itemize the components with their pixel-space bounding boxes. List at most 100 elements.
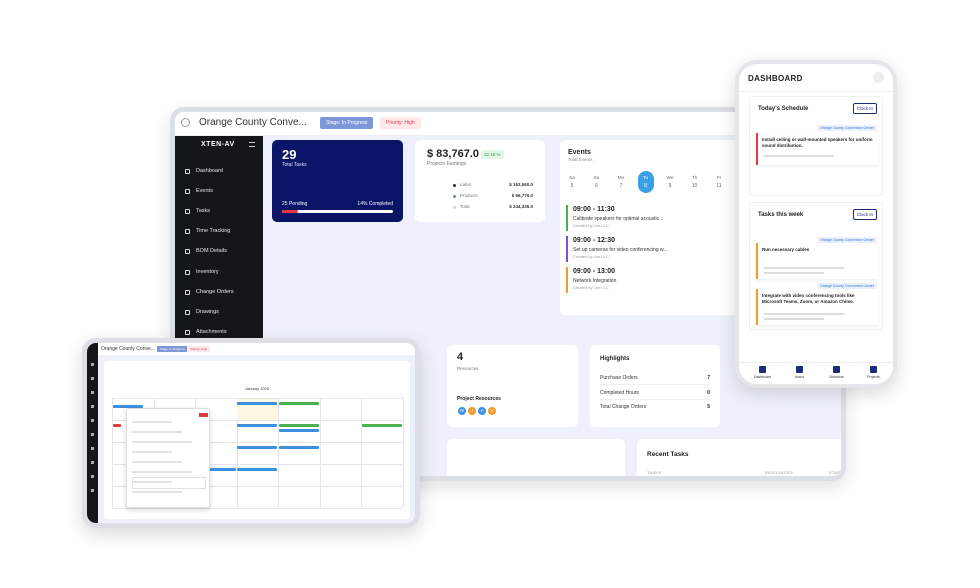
status-card: NewIn progressCompleted [447,439,625,476]
task-count: 29 [282,147,297,162]
task-item: Install ceiling or wall-mounted speakers… [756,133,878,165]
placeholder [764,313,844,315]
clock-in[interactable]: Clock In [852,209,877,220]
day-name: Su [593,175,600,180]
event-bar [279,429,319,432]
events-title: Events [568,149,591,156]
nav-icon[interactable] [796,366,803,373]
nav-icon[interactable] [759,366,766,373]
menu-icon [185,269,190,275]
events-subtitle: Total Events [568,157,593,162]
placeholder [764,155,834,157]
month-label: January 2025 [244,386,270,391]
placeholder [132,477,206,489]
grid-line [112,420,403,421]
grid-line [112,464,403,465]
column-header: TASKS [647,470,662,475]
event-bar [362,424,402,427]
menu-icon [91,447,94,450]
brand: XTEN-AV [201,141,235,148]
earnings-label: Projects Earnings [427,161,467,167]
menu-item[interactable]: Change Orders [196,288,234,295]
event-title: Set up cameras for video conferencing w.… [573,247,668,253]
task-text: Install ceiling or wall-mounted speakers… [762,137,873,148]
clock-in[interactable]: Clock In [852,103,877,114]
column-header: RESOURCES [765,470,794,475]
menu-icon [91,475,94,478]
legend-dot [453,205,456,209]
day-name: Tu [642,175,649,180]
completed: 14% Completed [357,201,393,207]
menu-item[interactable]: Time Tracking [196,228,231,235]
progress-track [282,210,393,213]
event-bar [237,424,277,427]
grid-line [112,508,403,509]
earnings-card: $ 83,767.0 32.18 % Projects Earnings Labor $… [415,140,545,222]
menu-item[interactable]: Drawings [196,308,219,315]
day-number: 7 [619,183,623,189]
stage-badge: Stage: In Progress [157,346,188,352]
highlights-title: Highlights [600,356,630,362]
priority-badge: Priority: High [187,346,211,352]
menu-item[interactable]: BOM Details [196,248,227,255]
back-icon[interactable] [181,118,190,127]
menu-item[interactable]: Inventory [196,268,219,275]
nav-label[interactable]: Dashboard [753,375,772,379]
event-time: 09:00 - 12:30 [573,237,616,244]
day-name: Sa [569,175,575,180]
pending: 25 Pending [282,201,308,207]
earnings-row-name: Products [460,193,478,198]
phone-frame: DASHBOARD Today's Schedule Clock In Orange … [735,60,897,388]
menu-item[interactable]: Tasks [196,208,211,215]
nav-icon[interactable] [870,366,877,373]
recent-title: Recent Tasks [647,451,689,458]
earnings-row-value: $ 244,335.0 [509,204,533,209]
divider [600,398,710,400]
nav-icon[interactable] [833,366,840,373]
earnings-row-value: $ 56,776.0 [511,193,533,198]
event-bar [279,402,319,405]
day-name: Th [691,175,698,180]
earnings-row-name: Total [460,204,470,209]
schedule-title: Today's Schedule [758,106,809,112]
earnings-change: 32.18 % [481,150,504,159]
header-bar [175,112,841,136]
placeholder [764,267,844,269]
event-time: 09:00 - 13:00 [573,268,616,275]
selected-day [637,171,654,193]
nav-label[interactable]: Hours [794,375,805,379]
placeholder [764,272,824,274]
project-title: Orange County Conve... [199,117,307,128]
menu-toggle [249,142,255,147]
legend-dot [453,183,456,187]
legend-dot [453,194,456,198]
event-title: Calibrate speakers for optimal acoustic.… [573,216,664,222]
nav-label[interactable]: Schedule [829,375,844,379]
nav-label[interactable]: Projects [867,375,880,379]
resource-count: 4 [457,351,464,363]
menu-icon [185,329,190,335]
highlight-value: 7 [707,375,710,381]
column-header: START [829,470,844,475]
menu-icon [91,433,94,436]
task-text: Run necessary cables [762,247,810,252]
menu-item[interactable]: Events [196,188,213,195]
location-tag: Orange County Convention Center [817,283,877,289]
divider [600,384,710,385]
menu-item[interactable]: Attachments [196,328,227,335]
day-name: Fr [716,175,722,180]
menu-icon [91,419,94,422]
menu-icon [91,377,94,380]
event-bar [237,402,277,405]
menu-icon [91,391,94,394]
tablet-screen: Orange County Conve... Stage: In Progress… [87,343,415,523]
event-time: 09:00 - 11:30 [573,206,615,213]
event-item: 09:00 - 13:00 Network Integration Created … [566,267,734,293]
menu-item[interactable]: Dashboard [196,168,223,174]
event-bar [196,468,236,471]
highlights-card: Highlights Purchase Orders 7 Completed Hour… [590,345,720,427]
grid-line [112,398,403,399]
placeholder [132,471,192,473]
menu-icon [185,309,190,315]
close-button[interactable] [873,72,884,83]
